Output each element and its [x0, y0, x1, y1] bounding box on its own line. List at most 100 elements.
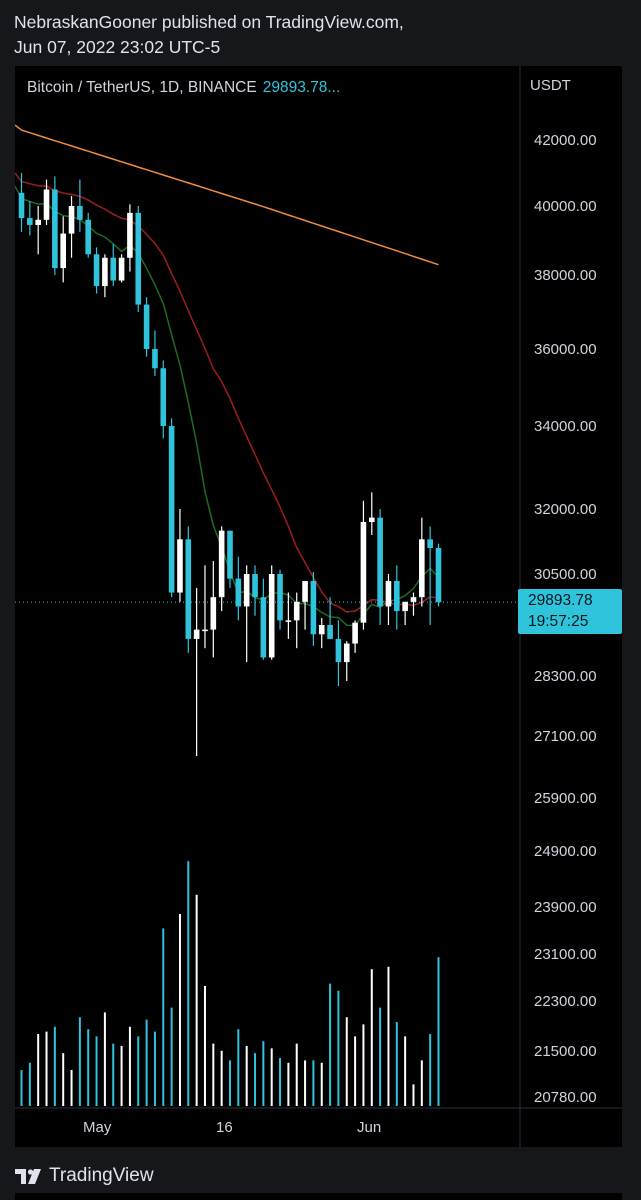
price-tick-label: 23100.00 [534, 946, 597, 963]
volume-bar [387, 966, 390, 1106]
candle-body [177, 539, 183, 593]
candle-body [143, 304, 150, 349]
volume-bar [337, 990, 340, 1106]
chart-frame[interactable]: 42000.00 40000.00 38000.00 36000.00 34000.00… [15, 66, 622, 1147]
volume-bar [203, 986, 206, 1106]
candle-body [243, 574, 250, 607]
publisher-line: NebraskanGooner published on TradingView… [14, 12, 404, 32]
candle-body [352, 622, 358, 644]
volume-bar [153, 1031, 156, 1106]
chart-canvas[interactable]: 42000.00 40000.00 38000.00 36000.00 34000.00… [15, 66, 622, 1147]
candle-body [160, 368, 167, 426]
footer: TradingView [15, 1163, 154, 1189]
volume-bar [304, 1060, 307, 1106]
candle-body [110, 257, 117, 281]
time-tick-label: May [83, 1119, 112, 1136]
candle-body [227, 530, 233, 579]
volume-bar [245, 1046, 248, 1106]
price-tick-label: 25900.00 [534, 790, 597, 807]
volume-bar [320, 1062, 323, 1106]
candle-body [102, 257, 108, 287]
volume-bar [287, 1062, 290, 1106]
candle-body [93, 254, 100, 287]
volume-bar [412, 1084, 415, 1106]
volume-bar [370, 969, 373, 1106]
candle-body [168, 426, 175, 593]
cropped-axis-strip [15, 1193, 622, 1200]
candle-body [118, 257, 125, 281]
candle-body [68, 206, 75, 234]
candle-body [377, 517, 383, 607]
volume-bar [295, 1043, 298, 1106]
volume-bar [395, 1022, 398, 1106]
candle-body [327, 625, 333, 639]
volume-bar [28, 1062, 31, 1106]
price-tick-label: 22300.00 [534, 993, 597, 1010]
price-tick-label: 36000.00 [534, 341, 597, 358]
volume-bar [229, 1060, 231, 1106]
volume-bar [145, 1019, 148, 1106]
candle-body [368, 517, 375, 522]
candle-body [285, 620, 292, 622]
candle-body [193, 629, 200, 639]
medium-moving-average-line [15, 172, 439, 613]
volume-bar [112, 1043, 115, 1106]
price-tick-label: 21500.00 [534, 1043, 597, 1060]
candle-body [43, 189, 50, 220]
candle-body [427, 539, 433, 548]
volume-bar [87, 1029, 90, 1106]
volume-bar [37, 1034, 40, 1106]
volume-bar [103, 1012, 106, 1106]
candle-body [18, 192, 25, 219]
currency-label: USDT [530, 77, 571, 94]
candle-body [135, 212, 142, 305]
last-price-badge: 29893.78 19:57:25 [518, 589, 622, 634]
publish-date: Jun 07, 2022 23:02 UTC-5 [14, 37, 221, 57]
candle-body [202, 629, 208, 632]
candle-body [268, 574, 275, 658]
candle-body [185, 539, 192, 639]
price-tick-label: 42000.00 [534, 132, 597, 149]
price-tick-label: 27100.00 [534, 728, 597, 745]
candle-body [210, 597, 217, 630]
price-tick-label: 38000.00 [534, 267, 597, 284]
volume-bar [429, 1034, 432, 1106]
candle-body [310, 580, 317, 635]
volume-bar [379, 1007, 382, 1106]
volume-bar [237, 1029, 240, 1106]
candle-body [318, 625, 325, 635]
price-tick-label: 30500.00 [534, 566, 597, 583]
candle-body [410, 597, 417, 602]
volume-bar [20, 1070, 23, 1106]
volume-bar [70, 1070, 73, 1106]
volume-bar [329, 983, 332, 1106]
price-tick-label: 32000.00 [534, 501, 597, 518]
volume-bar [178, 914, 181, 1106]
volume-bar [270, 1048, 273, 1106]
candle-body [235, 578, 242, 607]
candle-body [419, 539, 425, 598]
volume-bar [312, 1060, 315, 1106]
volume-bar [212, 1043, 215, 1106]
volume-bar [95, 1036, 98, 1106]
candle-body [152, 349, 158, 369]
volume-bar [420, 1060, 423, 1106]
volume-bar [45, 1031, 48, 1106]
time-tick-label: 16 [216, 1119, 233, 1136]
candle-body [385, 580, 392, 607]
symbol-legend[interactable]: Bitcoin / TetherUS, 1D, BINANCE 29893.78.… [27, 79, 340, 97]
candle-body [252, 574, 258, 598]
volume-bar [220, 1050, 223, 1106]
time-tick-label: Jun [357, 1119, 381, 1136]
volume-bar [404, 1036, 407, 1106]
candle-body [60, 233, 66, 269]
price-tick-label: 34000.00 [534, 418, 597, 435]
volume-bar [262, 1041, 265, 1106]
candle-body [293, 601, 300, 621]
volume-bar [437, 957, 440, 1106]
candle-body [335, 638, 342, 663]
volume-bar [345, 1017, 348, 1106]
volume-bar [53, 1026, 56, 1106]
candle-body [85, 219, 92, 255]
candle-body [277, 574, 283, 621]
